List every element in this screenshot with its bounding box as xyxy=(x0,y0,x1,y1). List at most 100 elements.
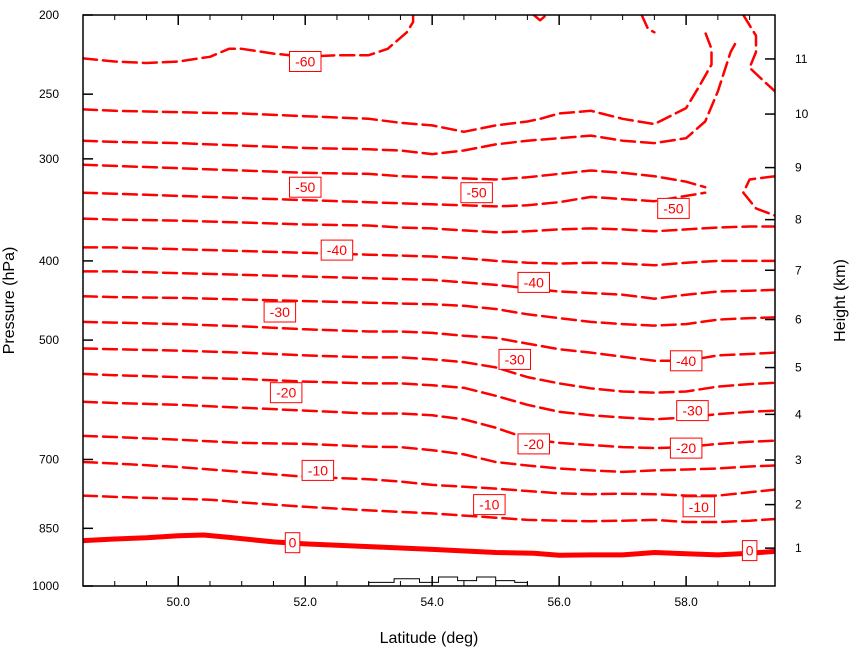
contour-line xyxy=(640,15,656,34)
contour-label-box xyxy=(669,350,703,372)
contour-line xyxy=(83,31,713,134)
contour-label: -10 xyxy=(473,494,506,516)
y-tick-label: 850 xyxy=(39,521,59,535)
y-tick-label: 200 xyxy=(39,8,59,22)
contour-label-box xyxy=(682,496,716,518)
contour-label-text: -40 xyxy=(327,242,347,258)
contour-label: -20 xyxy=(517,433,550,455)
contour-label-box xyxy=(657,197,690,219)
contour-line xyxy=(83,494,775,524)
contour-label-text: -30 xyxy=(270,304,290,320)
x-tick-label: 50.0 xyxy=(167,595,191,609)
terrain-layer xyxy=(368,576,528,586)
contour-label-text: -50 xyxy=(663,200,683,216)
contour-label-box xyxy=(460,182,493,204)
y2-tick-label: 3 xyxy=(795,453,802,467)
y2-tick-label: 4 xyxy=(795,407,802,421)
contour-label-text: 0 xyxy=(746,543,754,559)
contour-label-box xyxy=(284,532,301,554)
contour-label-box xyxy=(263,301,297,323)
y2-tick-label: 2 xyxy=(795,498,802,512)
contour-line xyxy=(83,163,707,189)
axis-layer: 50.0 52.0 54.0 56.0 58.0 200 250 3 0 0 400 500 700 85… xyxy=(32,8,808,609)
contour-label-text: -60 xyxy=(295,54,315,70)
contour-line xyxy=(83,295,775,327)
contour-label-text: -30 xyxy=(682,403,702,419)
contour-label-text: -50 xyxy=(466,185,486,201)
contour-label-box xyxy=(320,239,354,261)
contour-label: -50 xyxy=(657,197,690,219)
contour-label-box xyxy=(676,400,709,422)
contour-line xyxy=(83,347,775,394)
y-tick-label: 1000 xyxy=(32,579,59,593)
contour-label-text: -10 xyxy=(689,499,709,515)
y2-tick-label: 6 xyxy=(795,313,802,327)
contour-line xyxy=(83,15,415,65)
contour-label: -40 xyxy=(320,239,354,261)
contour-layer xyxy=(83,15,775,558)
contour-line xyxy=(83,372,775,421)
contour-label: -10 xyxy=(682,496,716,518)
y2-tick-label: 9 xyxy=(795,161,802,175)
contour-label-box xyxy=(517,271,550,293)
contour-line xyxy=(83,246,775,267)
contour-label: -20 xyxy=(669,437,703,459)
y2-tick-label: 7 xyxy=(795,263,802,277)
contour-label-box xyxy=(289,176,322,198)
contour-label-text: -20 xyxy=(524,436,544,452)
y-tick-label: 500 xyxy=(39,333,59,347)
x-tick-label: 56.0 xyxy=(547,595,571,609)
x-tick-label: 58.0 xyxy=(674,595,698,609)
y-tick-label: 250 xyxy=(39,87,59,101)
y2-tick-label: 11 xyxy=(795,52,808,66)
x-tick-label: 52.0 xyxy=(294,595,318,609)
contour-label: 0 xyxy=(284,532,301,554)
contour-label-text: 0 xyxy=(289,535,297,551)
contour-label-text: -40 xyxy=(676,353,696,369)
terrain-outline xyxy=(368,576,528,586)
contour-label-text: -20 xyxy=(276,385,296,401)
contour-label-box xyxy=(269,382,303,404)
contour-label: -50 xyxy=(460,182,493,204)
contour-line xyxy=(83,532,775,558)
contour-label: -60 xyxy=(289,51,322,72)
contour-label: -20 xyxy=(269,382,303,404)
contour-label: -30 xyxy=(676,400,709,422)
contour-label-text: -20 xyxy=(676,440,696,456)
contour-label: -40 xyxy=(669,350,703,372)
contour-line xyxy=(83,39,739,156)
contour-line xyxy=(83,217,775,234)
contour-label: -50 xyxy=(289,176,322,198)
y-tick-label: 700 xyxy=(39,452,59,466)
x-tick-label: 54.0 xyxy=(420,595,444,609)
contour-label-box xyxy=(669,437,703,459)
contour-label: -10 xyxy=(301,459,335,481)
contour-line xyxy=(742,15,775,93)
contour-line xyxy=(83,460,775,497)
contour-label-box xyxy=(517,433,550,455)
y2-tick-label: 5 xyxy=(795,361,802,375)
contour-line xyxy=(83,191,707,208)
x-axis-title: Latitude (deg) xyxy=(380,630,479,647)
y-axis-title: Pressure (hPa) xyxy=(1,247,18,355)
contour-label-text: -30 xyxy=(505,351,525,367)
contour-label: -30 xyxy=(263,301,297,323)
contour-label-box xyxy=(498,348,531,370)
contour-line xyxy=(83,434,775,474)
contour-line xyxy=(532,15,548,22)
contour-label-box xyxy=(741,540,758,562)
contour-label-text: -10 xyxy=(479,497,499,513)
contour-line xyxy=(742,174,775,217)
contour-label-text: -50 xyxy=(295,179,315,195)
contour-label: -40 xyxy=(517,271,550,293)
contour-label-text: -10 xyxy=(308,462,328,478)
y-tick-label: 400 xyxy=(39,254,59,268)
contour-label-box xyxy=(473,494,506,516)
contour-line xyxy=(83,270,775,300)
plot-frame xyxy=(82,14,776,587)
contour-label-box xyxy=(289,51,322,72)
y2-tick-label: 10 xyxy=(795,107,809,121)
contour-label: -30 xyxy=(498,348,531,370)
y2-axis-title: Height (km) xyxy=(832,259,849,342)
